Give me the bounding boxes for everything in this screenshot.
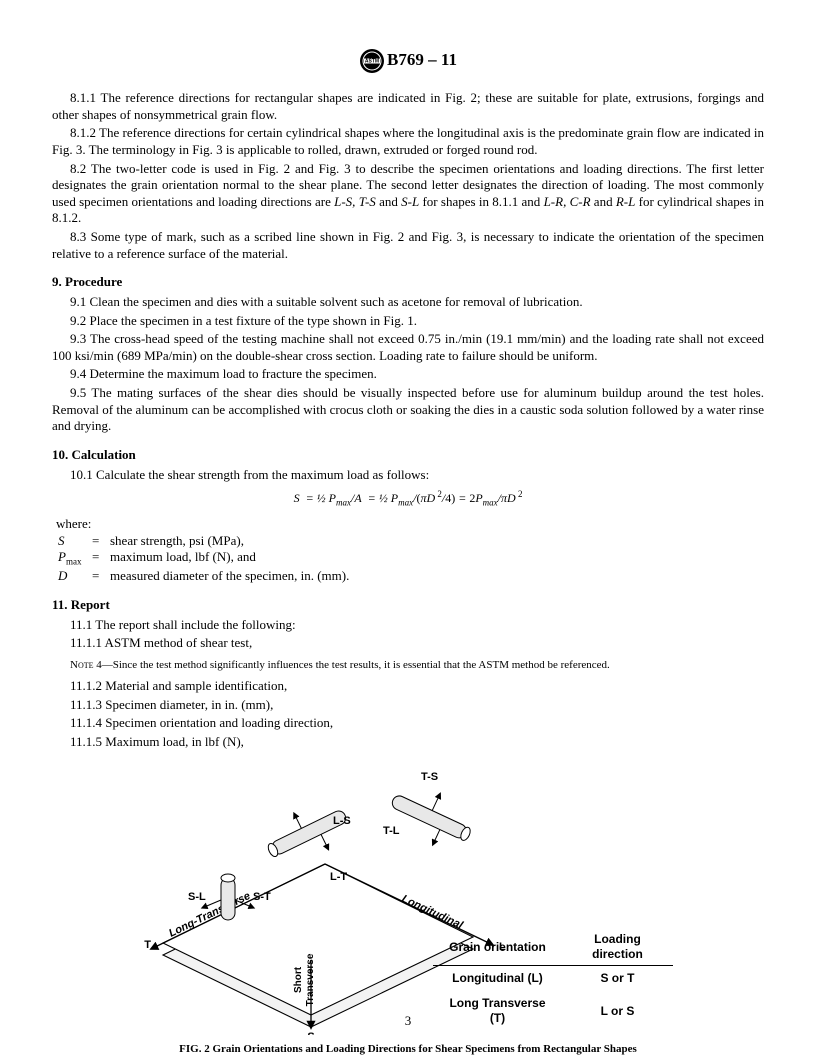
sym-p: Pmax (58, 549, 92, 568)
svg-text:Short: Short (293, 967, 304, 994)
fig-2-caption: FIG. 2 Grain Orientations and Loading Di… (143, 1042, 673, 1056)
svg-text:ASTM: ASTM (365, 59, 379, 65)
fig2-svg: L T S Longitudinal Long-Transverse Short… (143, 760, 673, 1035)
para-9-5: 9.5 The mating surfaces of the shear die… (52, 385, 764, 435)
figure-2: L T S Longitudinal Long-Transverse Short… (143, 760, 673, 1056)
para-9-3: 9.3 The cross-head speed of the testing … (52, 331, 764, 364)
def-s: shear strength, psi (MPa), (110, 533, 353, 550)
para-11-1-3: 11.1.3 Specimen diameter, in in. (mm), (52, 697, 764, 714)
section-11-head: 11. Report (52, 597, 764, 614)
para-8-1-2: 8.1.2 The reference directions for certa… (52, 125, 764, 158)
def-d: measured diameter of the specimen, in. (… (110, 568, 353, 585)
astm-logo-icon: ASTM (359, 48, 385, 74)
svg-text:T-L: T-L (383, 825, 400, 837)
page-number: 3 (0, 1013, 816, 1030)
svg-text:L-S: L-S (333, 815, 351, 827)
sym-s: S (58, 533, 92, 550)
formula-shear: S = ½ Pmax/A = ½ Pmax/(πD 2/4) = 2Pmax/π… (52, 489, 764, 509)
svg-text:T: T (144, 939, 151, 951)
section-9-head: 9. Procedure (52, 274, 764, 291)
svg-text:L-T: L-T (330, 871, 347, 883)
svg-text:T-S: T-S (421, 771, 438, 783)
page-header: ASTM B769 – 11 (52, 48, 764, 74)
where-label: where: (56, 516, 764, 533)
sym-d: D (58, 568, 92, 585)
para-11-1-4: 11.1.4 Specimen orientation and loading … (52, 715, 764, 732)
para-10-1: 10.1 Calculate the shear strength from t… (52, 467, 764, 484)
note-4: Note 4—Since the test method significant… (70, 658, 764, 672)
svg-text:Transverse: Transverse (305, 954, 316, 1007)
section-10-head: 10. Calculation (52, 447, 764, 464)
para-11-1-1: 11.1.1 ASTM method of shear test, (52, 635, 764, 652)
para-11-1-2: 11.1.2 Material and sample identificatio… (52, 678, 764, 695)
para-9-4: 9.4 Determine the maximum load to fractu… (52, 366, 764, 383)
svg-text:S-L: S-L (188, 891, 206, 903)
where-table: S = shear strength, psi (MPa), Pmax = ma… (58, 533, 353, 585)
para-8-1-1: 8.1.1 The reference directions for recta… (52, 90, 764, 123)
para-9-2: 9.2 Place the specimen in a test fixture… (52, 313, 764, 330)
svg-text:S: S (307, 1031, 314, 1035)
designation-text: B769 – 11 (387, 50, 457, 69)
para-11-1-5: 11.1.5 Maximum load, in lbf (N), (52, 734, 764, 751)
para-9-1: 9.1 Clean the specimen and dies with a s… (52, 294, 764, 311)
para-11-1: 11.1 The report shall include the follow… (52, 617, 764, 634)
para-8-3: 8.3 Some type of mark, such as a scribed… (52, 229, 764, 262)
svg-text:S-T: S-T (253, 891, 271, 903)
def-p: maximum load, lbf (N), and (110, 549, 353, 568)
para-8-2: 8.2 The two-letter code is used in Fig. … (52, 161, 764, 228)
